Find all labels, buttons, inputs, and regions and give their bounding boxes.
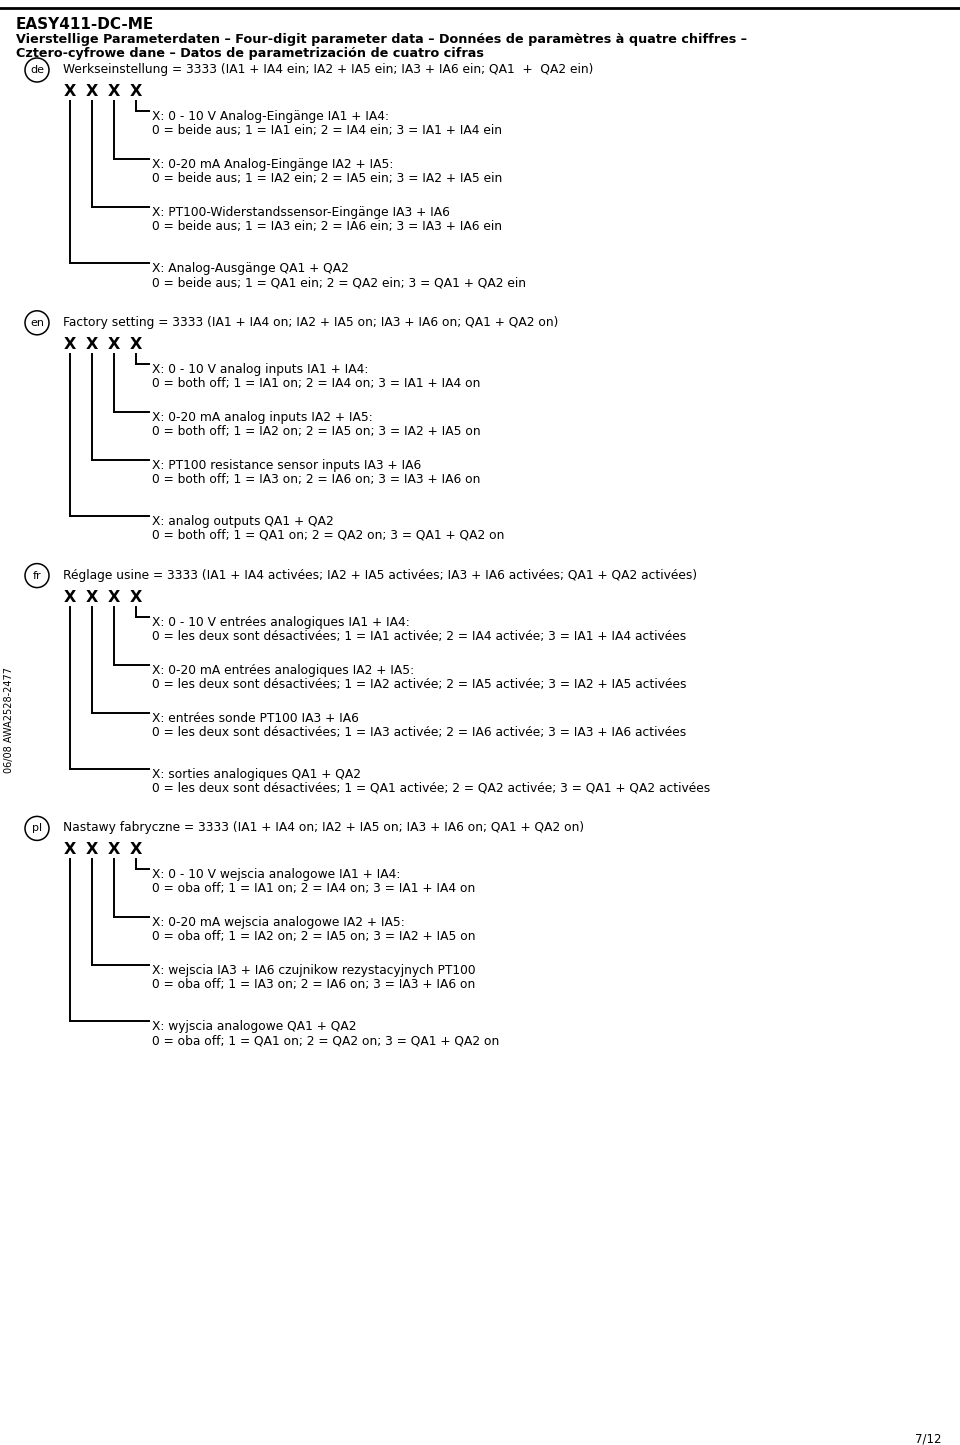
Text: 0 = both off; 1 = IA2 on; 2 = IA5 on; 3 = IA2 + IA5 on: 0 = both off; 1 = IA2 on; 2 = IA5 on; 3 … <box>152 425 481 438</box>
Text: Vierstellige Parameterdaten – Four-digit parameter data – Données de paramètres : Vierstellige Parameterdaten – Four-digit… <box>16 33 747 46</box>
Text: X: 0 - 10 V analog inputs IA1 + IA4:: X: 0 - 10 V analog inputs IA1 + IA4: <box>152 363 369 376</box>
Text: 0 = oba off; 1 = QA1 on; 2 = QA2 on; 3 = QA1 + QA2 on: 0 = oba off; 1 = QA1 on; 2 = QA2 on; 3 =… <box>152 1035 499 1048</box>
Text: X: 0-20 mA wejscia analogowe IA2 + IA5:: X: 0-20 mA wejscia analogowe IA2 + IA5: <box>152 916 405 929</box>
Text: 0 = oba off; 1 = IA1 on; 2 = IA4 on; 3 = IA1 + IA4 on: 0 = oba off; 1 = IA1 on; 2 = IA4 on; 3 =… <box>152 883 475 896</box>
Text: X: X <box>63 590 76 604</box>
Text: X: X <box>108 590 120 604</box>
Text: 0 = les deux sont désactivées; 1 = IA3 activée; 2 = IA6 activée; 3 = IA3 + IA6 a: 0 = les deux sont désactivées; 1 = IA3 a… <box>152 725 686 738</box>
Text: 0 = les deux sont désactivées; 1 = IA1 activée; 2 = IA4 activée; 3 = IA1 + IA4 a: 0 = les deux sont désactivées; 1 = IA1 a… <box>152 630 686 643</box>
Text: X: 0-20 mA entrées analogiques IA2 + IA5:: X: 0-20 mA entrées analogiques IA2 + IA5… <box>152 663 414 676</box>
Text: X: 0 - 10 V entrées analogiques IA1 + IA4:: X: 0 - 10 V entrées analogiques IA1 + IA… <box>152 616 410 629</box>
Text: 0 = beide aus; 1 = IA1 ein; 2 = IA4 ein; 3 = IA1 + IA4 ein: 0 = beide aus; 1 = IA1 ein; 2 = IA4 ein;… <box>152 124 502 137</box>
Text: X: PT100-Widerstandssensor-Eingänge IA3 + IA6: X: PT100-Widerstandssensor-Eingänge IA3 … <box>152 207 450 220</box>
Text: X: X <box>108 337 120 351</box>
Text: X: entrées sonde PT100 IA3 + IA6: X: entrées sonde PT100 IA3 + IA6 <box>152 711 359 724</box>
Text: 0 = les deux sont désactivées; 1 = QA1 activée; 2 = QA2 activée; 3 = QA1 + QA2 a: 0 = les deux sont désactivées; 1 = QA1 a… <box>152 782 710 795</box>
Text: 7/12: 7/12 <box>916 1432 942 1445</box>
Text: X: 0-20 mA analog inputs IA2 + IA5:: X: 0-20 mA analog inputs IA2 + IA5: <box>152 410 372 423</box>
Text: 0 = beide aus; 1 = QA1 ein; 2 = QA2 ein; 3 = QA1 + QA2 ein: 0 = beide aus; 1 = QA1 ein; 2 = QA2 ein;… <box>152 276 526 289</box>
Text: X: X <box>108 842 120 857</box>
Text: Werkseinstellung = 3333 (IA1 + IA4 ein; IA2 + IA5 ein; IA3 + IA6 ein; QA1  +  QA: Werkseinstellung = 3333 (IA1 + IA4 ein; … <box>63 64 593 77</box>
Text: X: 0 - 10 V Analog-Eingänge IA1 + IA4:: X: 0 - 10 V Analog-Eingänge IA1 + IA4: <box>152 110 389 123</box>
Text: 0 = oba off; 1 = IA3 on; 2 = IA6 on; 3 = IA3 + IA6 on: 0 = oba off; 1 = IA3 on; 2 = IA6 on; 3 =… <box>152 978 475 991</box>
Text: EASY411-DC-ME: EASY411-DC-ME <box>16 17 155 32</box>
Text: X: X <box>130 590 142 604</box>
Text: 0 = both off; 1 = IA1 on; 2 = IA4 on; 3 = IA1 + IA4 on: 0 = both off; 1 = IA1 on; 2 = IA4 on; 3 … <box>152 377 480 390</box>
Text: de: de <box>30 65 44 75</box>
Text: Cztero-cyfrowe dane – Datos de parametrización de cuatro cifras: Cztero-cyfrowe dane – Datos de parametri… <box>16 48 484 61</box>
Text: Factory setting = 3333 (IA1 + IA4 on; IA2 + IA5 on; IA3 + IA6 on; QA1 + QA2 on): Factory setting = 3333 (IA1 + IA4 on; IA… <box>63 316 559 329</box>
Text: 0 = les deux sont désactivées; 1 = IA2 activée; 2 = IA5 activée; 3 = IA2 + IA5 a: 0 = les deux sont désactivées; 1 = IA2 a… <box>152 678 686 691</box>
Text: X: X <box>130 337 142 351</box>
Text: 0 = both off; 1 = QA1 on; 2 = QA2 on; 3 = QA1 + QA2 on: 0 = both off; 1 = QA1 on; 2 = QA2 on; 3 … <box>152 529 504 542</box>
Text: X: X <box>108 84 120 100</box>
Text: X: sorties analogiques QA1 + QA2: X: sorties analogiques QA1 + QA2 <box>152 767 361 780</box>
Text: X: X <box>63 842 76 857</box>
Text: pl: pl <box>32 824 42 834</box>
Text: X: X <box>85 590 98 604</box>
Text: X: X <box>63 337 76 351</box>
Text: X: X <box>130 842 142 857</box>
Text: X: wejscia IA3 + IA6 czujnikow rezystacyjnych PT100: X: wejscia IA3 + IA6 czujnikow rezystacy… <box>152 964 475 977</box>
Text: 0 = both off; 1 = IA3 on; 2 = IA6 on; 3 = IA3 + IA6 on: 0 = both off; 1 = IA3 on; 2 = IA6 on; 3 … <box>152 473 480 486</box>
Text: X: PT100 resistance sensor inputs IA3 + IA6: X: PT100 resistance sensor inputs IA3 + … <box>152 460 421 473</box>
Text: X: X <box>63 84 76 100</box>
Text: en: en <box>30 318 44 328</box>
Text: X: wyjscia analogowe QA1 + QA2: X: wyjscia analogowe QA1 + QA2 <box>152 1020 356 1033</box>
Text: 06/08 AWA2528-2477: 06/08 AWA2528-2477 <box>4 668 14 773</box>
Text: X: X <box>85 842 98 857</box>
Text: fr: fr <box>33 571 41 581</box>
Text: X: Analog-Ausgänge QA1 + QA2: X: Analog-Ausgänge QA1 + QA2 <box>152 262 348 275</box>
Text: X: X <box>85 337 98 351</box>
Text: X: X <box>85 84 98 100</box>
Text: X: analog outputs QA1 + QA2: X: analog outputs QA1 + QA2 <box>152 514 334 527</box>
Text: X: 0 - 10 V wejscia analogowe IA1 + IA4:: X: 0 - 10 V wejscia analogowe IA1 + IA4: <box>152 868 400 881</box>
Text: Réglage usine = 3333 (IA1 + IA4 activées; IA2 + IA5 activées; IA3 + IA6 activées: Réglage usine = 3333 (IA1 + IA4 activées… <box>63 568 697 581</box>
Text: Nastawy fabryczne = 3333 (IA1 + IA4 on; IA2 + IA5 on; IA3 + IA6 on; QA1 + QA2 on: Nastawy fabryczne = 3333 (IA1 + IA4 on; … <box>63 821 584 834</box>
Text: 0 = oba off; 1 = IA2 on; 2 = IA5 on; 3 = IA2 + IA5 on: 0 = oba off; 1 = IA2 on; 2 = IA5 on; 3 =… <box>152 931 475 944</box>
Text: 0 = beide aus; 1 = IA3 ein; 2 = IA6 ein; 3 = IA3 + IA6 ein: 0 = beide aus; 1 = IA3 ein; 2 = IA6 ein;… <box>152 220 502 233</box>
Text: X: X <box>130 84 142 100</box>
Text: 0 = beide aus; 1 = IA2 ein; 2 = IA5 ein; 3 = IA2 + IA5 ein: 0 = beide aus; 1 = IA2 ein; 2 = IA5 ein;… <box>152 172 502 185</box>
Text: X: 0-20 mA Analog-Eingänge IA2 + IA5:: X: 0-20 mA Analog-Eingänge IA2 + IA5: <box>152 158 394 171</box>
